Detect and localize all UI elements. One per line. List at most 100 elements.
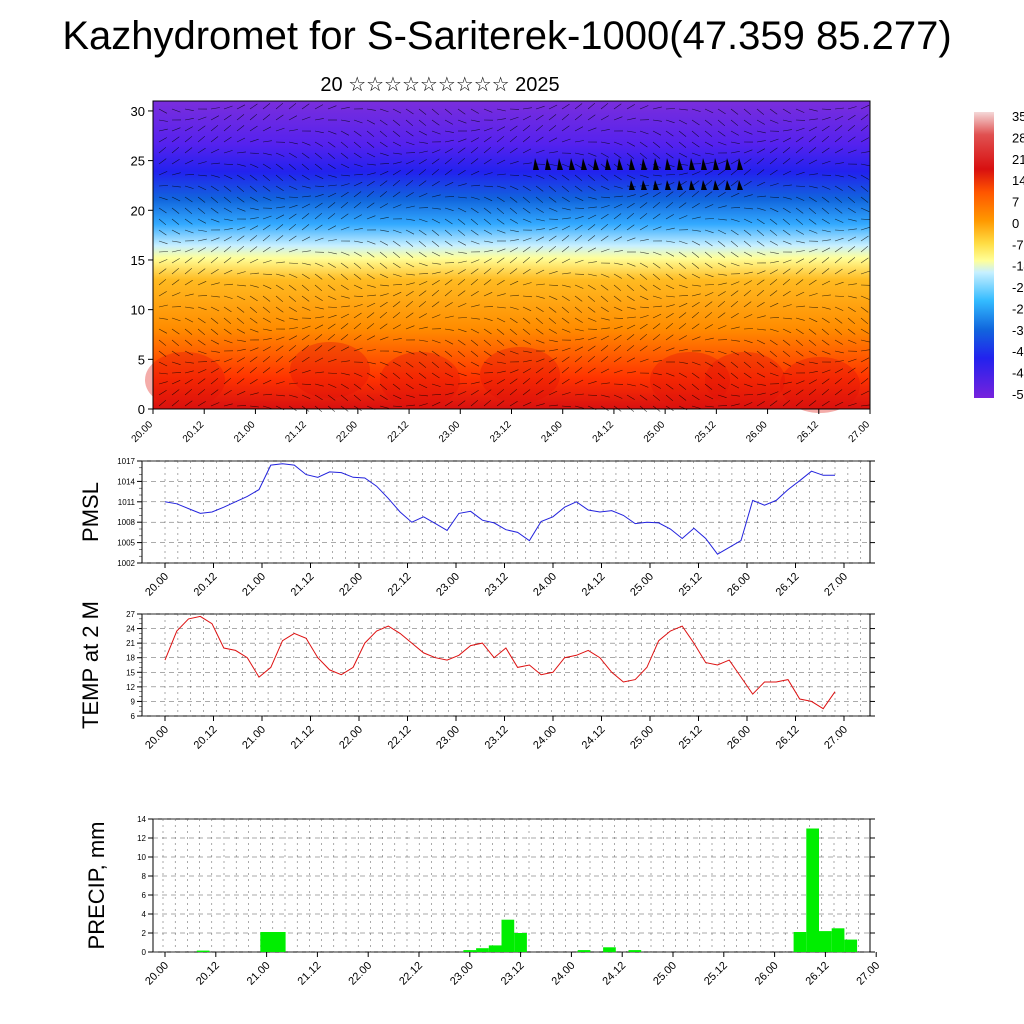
wind-barb [626,224,635,231]
wind-barb [327,273,336,280]
wind-barb [301,103,310,110]
colorbar-label: -14 [1012,259,1024,274]
wind-barb [769,269,778,275]
wind-barb [288,295,297,302]
wind-barb [795,328,804,335]
wind-barb [353,304,363,308]
wind-barb [262,306,271,313]
wind-barb [483,317,493,321]
wind-barb [405,282,415,286]
wind-barb [808,317,818,323]
wind-barb [665,119,675,124]
wind-barb [535,339,545,344]
wind-barb [691,152,701,157]
wind-barb [769,317,780,319]
wind-barb [288,317,298,321]
x-tick-label: 21.12 [296,960,324,988]
wind-barb [626,212,635,220]
wind-barb [184,328,193,335]
wind-barb [782,372,792,375]
wind-barb [834,136,843,143]
wind-barb [158,119,168,122]
wind-barb [795,146,804,154]
wind-barb [795,229,804,235]
wind-barb [730,218,740,222]
wind-barb [782,207,791,214]
wind-barb [847,367,856,374]
wind-barb [522,402,532,407]
wind-barb [665,312,674,319]
wind-barb [171,136,180,143]
wind-barb [418,262,428,267]
wind-barb [483,196,493,202]
wind-barb [704,273,714,278]
wind-barb [795,279,804,286]
wind-barb [249,306,258,314]
wind-barb [626,273,635,280]
wind-barb [210,136,219,143]
wind-barb [847,306,856,312]
wind-barb [600,196,611,199]
y-tick-label: 21 [126,639,135,648]
wind-barb [561,272,571,275]
wind-barb [821,328,830,336]
wind-barb [665,347,675,352]
wind-barb [509,135,518,143]
wind-barb [782,304,792,308]
wind-barb [743,290,752,297]
wind-pennant [689,158,695,170]
wind-barb [483,218,492,225]
wind-barb [431,301,440,308]
wind-barb [691,394,700,401]
wind-barb [457,303,467,308]
wind-barb [262,260,272,264]
wind-barb [548,226,558,231]
wind-barb [639,295,649,301]
wind-barb [782,350,791,357]
wind-barb [353,284,363,290]
wind-barb [717,229,727,235]
wind-barb [743,130,753,135]
wind-barb [171,372,182,374]
wind-barb [184,388,193,396]
wind-barb [327,306,338,308]
x-tick-label: 21.00 [245,960,273,988]
pmsl-series-line [164,463,835,555]
wind-barb [353,322,362,330]
wind-barb [795,258,805,264]
wind-barb [847,149,857,154]
wind-barb [769,290,778,297]
wind-barb [496,207,505,215]
wind-barb [236,245,245,253]
wind-barb [457,391,467,396]
wind-barb [639,262,649,268]
wind-barb [262,196,272,201]
wind-barb [496,361,506,364]
precip-bar [806,828,819,952]
wind-barb [171,207,180,214]
wind-barb [730,251,739,258]
wind-barb [249,284,259,288]
x-tick-label: 22.12 [386,724,414,752]
wind-barb [470,381,480,385]
wind-barb [665,202,674,209]
wind-barb [171,196,181,202]
wind-barb [405,119,414,127]
wind-barb [717,361,726,368]
wind-barb [535,174,545,179]
wind-barb [704,229,714,234]
x-tick-label: 20.12 [192,724,220,752]
wind-barb [535,196,544,203]
wind-barb [457,361,466,368]
wind-barb [405,325,415,330]
wind-barb [236,405,247,407]
x-tick-label: 26.12 [804,960,832,988]
wind-barb [782,108,791,114]
wind-barb [509,161,519,165]
wind-barb [158,399,167,407]
wind-barb [821,306,831,310]
wind-barb [483,328,492,335]
wind-barb [769,391,779,396]
wind-barb [587,214,597,220]
